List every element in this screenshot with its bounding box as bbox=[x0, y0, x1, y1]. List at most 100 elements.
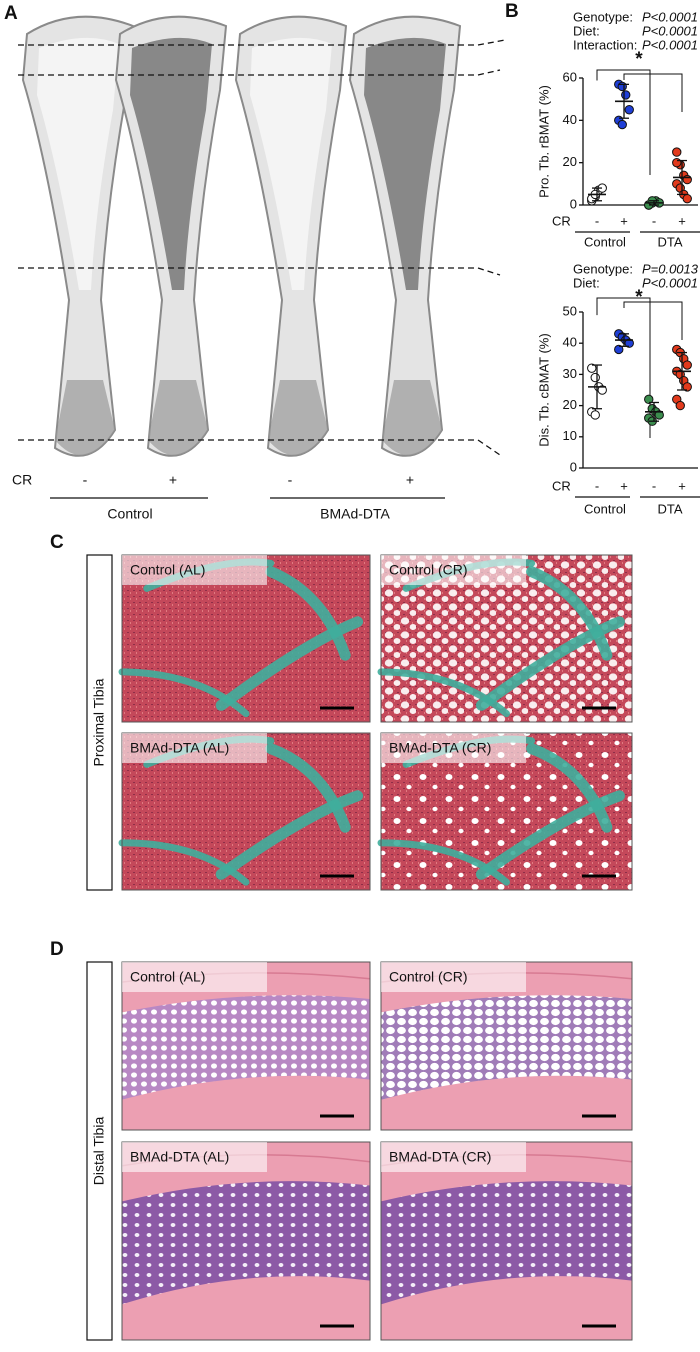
data-point bbox=[617, 81, 627, 92]
significance: * bbox=[635, 49, 643, 70]
marrow-band bbox=[381, 995, 632, 1100]
cr-sign: - bbox=[288, 472, 293, 488]
cr-sign: - bbox=[595, 213, 599, 228]
y-axis-label: Pro. Tb. rBMAT (%) bbox=[536, 85, 551, 198]
label-backdrop bbox=[381, 733, 526, 763]
image-label: BMAd-DTA (AL) bbox=[130, 740, 229, 756]
panel-d: D Distal Tibia Control (AL) Control (CR) BMA… bbox=[50, 939, 633, 1341]
image-label: BMAd-DTA (AL) bbox=[130, 1149, 229, 1165]
bone-end bbox=[268, 380, 328, 456]
y-tick-label: 10 bbox=[563, 428, 577, 443]
cr-sign: + bbox=[678, 213, 686, 228]
label-backdrop bbox=[122, 962, 267, 992]
image-label: BMAd-DTA (CR) bbox=[389, 740, 491, 756]
stat-value: P<0.0001 bbox=[642, 9, 698, 24]
region-box bbox=[86, 961, 113, 1341]
marrow-band bbox=[381, 1181, 632, 1305]
data-point bbox=[672, 157, 682, 168]
panel-b: B Genotype: P<0.0001 Diet: P<0.0001 Interacti… bbox=[505, 1, 700, 516]
panel-label: D bbox=[50, 939, 64, 960]
y-tick-label: 40 bbox=[563, 335, 577, 350]
group-label: DTA bbox=[657, 234, 682, 249]
data-point bbox=[672, 147, 682, 157]
bone-end bbox=[148, 380, 208, 456]
stat-value: P<0.0001 bbox=[642, 23, 698, 38]
trabecula bbox=[377, 839, 510, 886]
stat-name: Genotype: bbox=[573, 9, 633, 24]
dashed-guide bbox=[477, 69, 501, 76]
data-point bbox=[597, 385, 607, 395]
trabecula bbox=[475, 790, 625, 880]
stat-value: P<0.0001 bbox=[642, 37, 698, 52]
panel-label: A bbox=[4, 3, 18, 24]
bracket bbox=[596, 297, 651, 438]
panel-label: B bbox=[505, 1, 519, 22]
label-backdrop bbox=[122, 555, 267, 585]
cr-sign: - bbox=[652, 213, 656, 228]
group-label: DTA bbox=[657, 501, 682, 516]
dashed-guide bbox=[477, 439, 501, 456]
stat-value: P<0.0001 bbox=[642, 275, 698, 290]
dashed-guide bbox=[477, 267, 501, 276]
panel-a: A CR - + - + Control BMAd-DTA bbox=[4, 3, 506, 522]
group-label: BMAd-DTA bbox=[320, 506, 390, 522]
data-point bbox=[590, 372, 600, 383]
marrow-band bbox=[122, 995, 370, 1100]
trabecula bbox=[215, 790, 364, 880]
y-tick-label: 50 bbox=[563, 303, 577, 318]
data-point bbox=[624, 338, 634, 348]
cr-label: CR bbox=[552, 213, 571, 228]
group-label: Control bbox=[584, 501, 626, 516]
data-point bbox=[621, 90, 631, 100]
cr-label: CR bbox=[552, 478, 571, 493]
stat-name: Diet: bbox=[573, 23, 600, 38]
region-label: Distal Tibia bbox=[91, 1117, 107, 1186]
data-point bbox=[682, 382, 692, 392]
label-backdrop bbox=[381, 555, 526, 585]
region-box bbox=[86, 554, 113, 891]
y-tick-label: 20 bbox=[563, 397, 577, 412]
dashed-guide bbox=[477, 39, 506, 46]
data-point bbox=[587, 363, 597, 373]
cr-sign: - bbox=[83, 472, 88, 488]
trabecula bbox=[215, 616, 364, 711]
y-tick-label: 0 bbox=[570, 196, 577, 211]
bone-marrow-space bbox=[250, 37, 332, 290]
trabecula bbox=[265, 743, 351, 833]
bracket bbox=[596, 69, 651, 175]
data-point bbox=[675, 400, 685, 411]
marrow-band bbox=[122, 1181, 370, 1305]
group-label: Control bbox=[584, 234, 626, 249]
image-label: Control (AL) bbox=[130, 969, 205, 985]
cr-sign: + bbox=[406, 472, 414, 488]
y-tick-label: 20 bbox=[563, 154, 577, 169]
trabecula bbox=[526, 743, 613, 833]
stat-value: P=0.0013 bbox=[642, 261, 699, 276]
label-backdrop bbox=[122, 1142, 267, 1172]
trabecula bbox=[475, 616, 625, 711]
label-backdrop bbox=[381, 1142, 526, 1172]
data-point bbox=[590, 410, 600, 420]
region-label: Proximal Tibia bbox=[91, 678, 107, 766]
y-tick-label: 0 bbox=[570, 459, 577, 474]
cr-sign: + bbox=[678, 478, 686, 493]
cr-sign: + bbox=[620, 478, 628, 493]
y-tick-label: 40 bbox=[563, 112, 577, 127]
stat-name: Interaction: bbox=[573, 37, 637, 52]
bone-end bbox=[382, 380, 442, 456]
cr-sign: - bbox=[652, 478, 656, 493]
trabecula bbox=[377, 668, 510, 718]
bone-end bbox=[55, 380, 115, 456]
bone-marrow-space bbox=[130, 37, 212, 290]
stat-name: Diet: bbox=[573, 275, 600, 290]
image-label: Control (AL) bbox=[130, 562, 205, 578]
data-point bbox=[682, 174, 692, 185]
y-axis-label: Dis. Tb. cBMAT (%) bbox=[536, 333, 551, 446]
data-point bbox=[654, 410, 664, 420]
panel-c: C Proximal Tibia Control (AL) Control (CR) B… bbox=[50, 532, 633, 891]
y-tick-label: 60 bbox=[563, 69, 577, 84]
image-label: Control (CR) bbox=[389, 969, 468, 985]
trabecula bbox=[118, 839, 250, 886]
label-backdrop bbox=[122, 733, 267, 763]
